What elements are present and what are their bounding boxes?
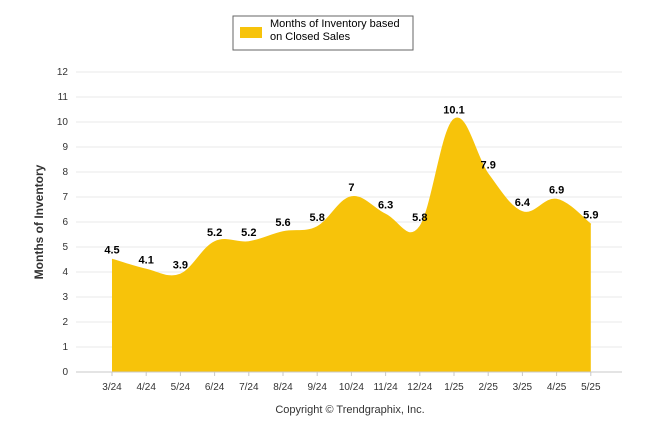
data-label: 5.2 (207, 227, 222, 239)
x-axis-ticks: 3/24 4/24 5/24 6/24 7/24 8/24 9/24 10/24 11/24 12… (102, 372, 601, 393)
copyright-text: Copyright © Trendgraphix, Inc. (275, 404, 424, 416)
data-label: 7.9 (481, 160, 496, 172)
y-tick-label: 0 (62, 367, 68, 378)
x-tick-label: 12/24 (407, 382, 432, 393)
data-label: 5.2 (241, 227, 256, 239)
x-tick-label: 2/25 (478, 382, 498, 393)
data-label: 7 (348, 182, 354, 194)
area-series (111, 117, 592, 373)
y-tick-label: 2 (62, 317, 68, 328)
y-tick-label: 9 (62, 142, 68, 153)
legend-box (232, 15, 414, 51)
data-labels: 4.5 4.1 3.9 5.2 5.2 5.6 5.8 7 6.3 5.8 10.1 7.9 6.4 6.… (104, 105, 598, 272)
x-tick-label: 8/24 (273, 382, 293, 393)
y-tick-label: 12 (57, 67, 69, 78)
y-tick-label: 8 (62, 167, 68, 178)
data-label: 5.9 (583, 210, 598, 222)
x-tick-label: 5/25 (581, 382, 601, 393)
y-tick-label: 3 (62, 292, 68, 303)
data-label: 4.1 (139, 255, 154, 267)
y-tick-label: 11 (58, 92, 69, 103)
x-tick-label: 11/24 (373, 382, 398, 393)
data-label: 5.6 (275, 217, 290, 229)
data-label: 5.8 (310, 212, 325, 224)
x-tick-label: 6/24 (205, 382, 225, 393)
x-tick-label: 4/25 (547, 382, 567, 393)
data-label: 6.4 (515, 197, 531, 209)
y-tick-label: 6 (62, 217, 68, 228)
data-label: 3.9 (173, 260, 188, 272)
x-tick-label: 4/24 (136, 382, 156, 393)
legend: Months of Inventory based on Closed Sale… (232, 15, 414, 51)
legend-line-1: Months of Inventory based (270, 18, 400, 30)
legend-swatch (240, 27, 262, 38)
y-tick-label: 7 (62, 192, 68, 203)
area-fill (112, 118, 591, 373)
data-label: 4.5 (104, 245, 119, 257)
x-tick-label: 9/24 (307, 382, 327, 393)
legend-line-2: on Closed Sales (270, 31, 351, 43)
data-label: 5.8 (412, 212, 427, 224)
y-tick-label: 5 (62, 242, 68, 253)
y-axis-title: Months of Inventory (32, 164, 46, 279)
data-label: 6.9 (549, 185, 564, 197)
y-tick-label: 10 (57, 117, 69, 128)
x-tick-label: 7/24 (239, 382, 259, 393)
y-tick-label: 1 (62, 342, 68, 353)
y-tick-label: 4 (62, 267, 68, 278)
x-tick-label: 3/24 (102, 382, 122, 393)
data-label: 10.1 (443, 105, 464, 117)
x-tick-label: 10/24 (339, 382, 364, 393)
data-label: 6.3 (378, 200, 393, 212)
area-line (111, 117, 592, 277)
x-tick-label: 1/25 (444, 382, 464, 393)
x-tick-label: 3/25 (513, 382, 533, 393)
x-tick-label: 5/24 (171, 382, 191, 393)
